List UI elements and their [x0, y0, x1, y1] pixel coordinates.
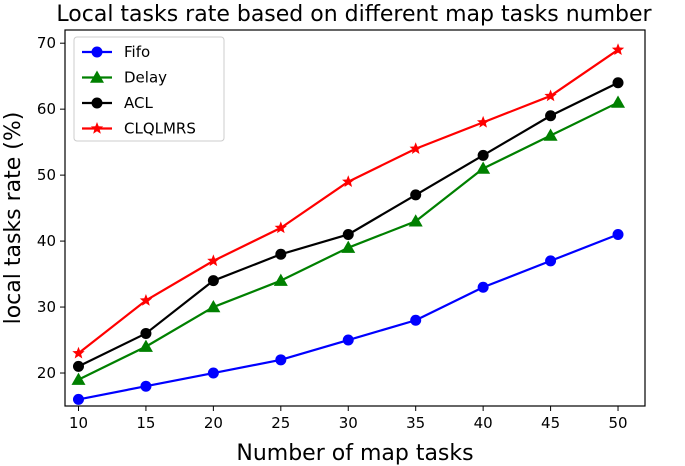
- legend-marker-acl: [91, 97, 103, 109]
- data-point-delay: [476, 161, 491, 174]
- data-point-fifo: [275, 354, 287, 366]
- legend: Fifo Delay ACL CLQLMRS: [73, 36, 225, 142]
- legend-item-acl: ACL: [82, 94, 153, 112]
- chart-title: Local tasks rate based on different map …: [56, 2, 652, 27]
- x-axis: 10 15 20 25 30 35 40 45 50: [69, 406, 628, 432]
- series-clqlmrs: [72, 43, 625, 359]
- x-axis-label: Number of map tasks: [236, 441, 473, 466]
- series-line-fifo: [78, 233, 619, 401]
- data-point-clqlmrs: [207, 254, 220, 267]
- legend-label-delay: Delay: [124, 69, 167, 87]
- plot-area: 10 15 20 25 30 35 40 45 50 20 30 40 50 60 70: [37, 29, 646, 432]
- y-tick-label: 70: [37, 34, 56, 52]
- data-point-clqlmrs: [476, 115, 490, 128]
- series-acl: [72, 77, 624, 372]
- data-point-clqlmrs: [139, 293, 153, 306]
- data-point-clqlmrs: [409, 142, 422, 154]
- x-tick-label: 50: [608, 414, 627, 432]
- legend-marker-delay: [90, 70, 104, 83]
- x-tick-label: 40: [474, 414, 493, 432]
- legend-item-fifo: Fifo: [82, 43, 150, 61]
- x-tick-label: 25: [271, 414, 290, 432]
- x-tick-label: 20: [204, 414, 223, 432]
- data-point-fifo: [410, 314, 422, 326]
- data-point-fifo: [477, 281, 489, 293]
- y-tick-label: 20: [37, 364, 56, 382]
- y-axis-label: local tasks rate (%): [1, 112, 26, 325]
- data-point-acl: [410, 189, 422, 201]
- data-point-delay: [71, 372, 86, 385]
- data-point-delay: [206, 300, 221, 313]
- data-point-clqlmrs: [544, 89, 557, 102]
- data-point-fifo: [72, 393, 84, 405]
- legend-label-clqlmrs: CLQLMRS: [124, 120, 196, 138]
- x-tick-label: 10: [69, 414, 88, 432]
- y-tick-label: 30: [37, 298, 56, 316]
- data-point-fifo: [140, 380, 152, 392]
- data-point-delay: [138, 339, 153, 352]
- legend-item-delay: Delay: [82, 69, 167, 87]
- y-tick-label: 50: [37, 166, 56, 184]
- data-point-acl: [140, 327, 152, 339]
- data-point-fifo: [207, 367, 219, 379]
- data-point-acl: [207, 275, 219, 287]
- data-point-acl: [477, 149, 489, 161]
- data-point-clqlmrs: [274, 221, 287, 234]
- x-tick-label: 15: [136, 414, 155, 432]
- y-tick-label: 40: [37, 232, 56, 250]
- x-tick-label: 35: [406, 414, 425, 432]
- data-point-acl: [275, 248, 287, 260]
- legend-label-acl: ACL: [124, 94, 153, 112]
- data-point-delay: [341, 240, 356, 253]
- legend-box: [73, 36, 225, 142]
- legend-marker-clqlmrs: [90, 122, 104, 134]
- plot-frame: [64, 29, 646, 407]
- data-point-delay: [543, 128, 558, 141]
- data-point-acl: [545, 110, 557, 122]
- x-tick-label: 45: [541, 414, 560, 432]
- y-axis: 20 30 40 50 60 70: [37, 34, 65, 382]
- data-point-clqlmrs: [611, 43, 625, 56]
- series-layer: [71, 43, 626, 405]
- data-point-clqlmrs: [342, 175, 355, 187]
- data-point-clqlmrs: [72, 346, 85, 359]
- legend-label-fifo: Fifo: [124, 43, 150, 61]
- series-delay: [71, 95, 626, 385]
- data-point-fifo: [342, 334, 354, 346]
- data-point-acl: [612, 77, 624, 89]
- data-point-delay: [408, 214, 423, 227]
- x-tick-label: 30: [339, 414, 358, 432]
- data-point-acl: [342, 228, 354, 240]
- data-point-delay: [611, 95, 626, 108]
- data-point-acl: [72, 360, 84, 372]
- data-point-fifo: [545, 255, 557, 267]
- legend-marker-fifo: [91, 46, 103, 58]
- series-fifo: [72, 228, 624, 405]
- data-point-delay: [273, 273, 288, 286]
- legend-item-clqlmrs: CLQLMRS: [82, 120, 196, 138]
- y-tick-label: 60: [37, 100, 56, 118]
- data-point-fifo: [612, 228, 624, 240]
